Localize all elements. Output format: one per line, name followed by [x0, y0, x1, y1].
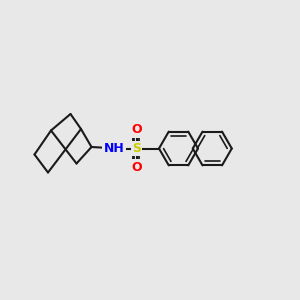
Text: S: S [132, 142, 141, 155]
Text: S: S [132, 142, 141, 155]
Text: O: O [131, 123, 142, 136]
Text: O: O [131, 123, 142, 136]
Text: O: O [131, 160, 142, 174]
Text: O: O [131, 160, 142, 174]
Text: NH: NH [103, 142, 124, 155]
Text: NH: NH [103, 142, 124, 155]
